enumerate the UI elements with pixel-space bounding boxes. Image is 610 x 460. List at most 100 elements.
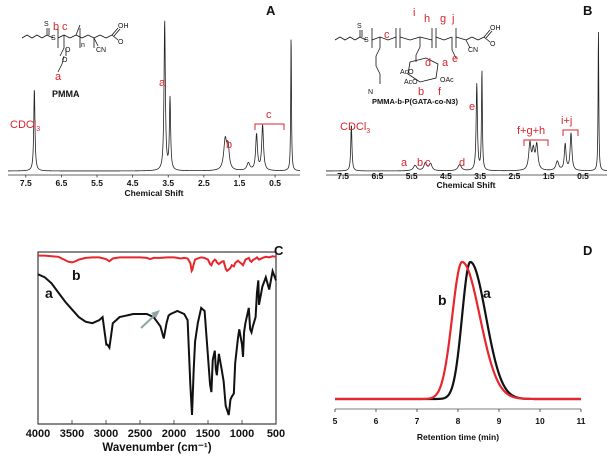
panel-a-peak-label-a: a [159, 77, 166, 89]
x-tick-label: 6 [374, 416, 379, 426]
panel-b-struct-label-d: d [425, 57, 431, 69]
panel-c-series-label-b: b [72, 267, 81, 283]
panel-b-struct-label-c: c [384, 29, 390, 41]
panel-b-cdcl3-label: CDCl3 [340, 121, 370, 135]
svg-text:S: S [51, 35, 56, 42]
panel-b-peak-label-b: b [417, 157, 423, 169]
panel-b-peak-label-fgh: f+g+h [517, 125, 545, 137]
panel-c-series-b-line [38, 254, 277, 274]
panel-a-struct-label-c: c [62, 21, 68, 33]
svg-text:AcO: AcO [400, 69, 414, 76]
panel-b-structure [334, 28, 493, 84]
panel-b-struct-label-g: g [440, 13, 446, 25]
panel-a-structure-name: PMMA [52, 89, 80, 99]
panel-c-series-label-a: a [45, 285, 53, 301]
x-tick-label: 2.5 [509, 171, 521, 181]
panel-a-peak-label-c: c [266, 109, 272, 121]
panel-d-series-a-line [335, 260, 581, 401]
x-tick-label: 7.5 [20, 178, 32, 188]
x-tick-label: 7.5 [337, 171, 349, 181]
panel-b-struct-label-b: b [418, 86, 424, 98]
panel-b-peak-label-a: a [401, 157, 408, 169]
x-tick-label: 4000 [26, 428, 50, 440]
panel-a-struct-label-a: a [55, 71, 62, 83]
x-tick-label: 0.5 [269, 178, 281, 188]
panel-b-structure-name: PMMA-b-P(GATA-co-N3) [372, 97, 458, 106]
svg-text:AcO: AcO [404, 79, 418, 86]
panel-b-struct-label-f: f [438, 86, 442, 98]
panel-c-arrow [140, 310, 160, 329]
svg-text:CN: CN [468, 47, 478, 54]
x-tick-label: 2000 [162, 428, 186, 440]
panel-a: A [8, 3, 301, 198]
x-tick-label: 11 [577, 416, 586, 426]
panel-b-label: B [583, 3, 592, 18]
panel-a-label: A [266, 3, 276, 18]
panel-d-series-label-b: b [438, 292, 447, 308]
panel-b-peak-label-e: e [469, 101, 475, 113]
svg-text:O: O [490, 41, 496, 48]
x-tick-label: 5.5 [91, 178, 103, 188]
x-tick-label: 7 [415, 416, 420, 426]
x-tick-label: 500 [267, 428, 285, 440]
panel-a-bracket-c [254, 123, 285, 130]
panel-c-label: C [274, 243, 284, 258]
x-tick-label: 1500 [196, 428, 220, 440]
x-tick-label: 6.5 [56, 178, 68, 188]
x-tick-label: 2500 [128, 428, 152, 440]
panel-b-struct-label-e: e [452, 53, 458, 65]
x-tick-label: 4.5 [440, 171, 452, 181]
panel-a-spectrum [8, 20, 301, 172]
panel-d-ticks: 5 6 7 8 9 10 11 [333, 409, 586, 426]
panel-d-series-label-a: a [483, 285, 491, 301]
x-tick-label: 4.5 [127, 178, 139, 188]
x-tick-label: 5 [333, 416, 338, 426]
panel-c-series-a-line [37, 267, 277, 416]
panel-b-peak-label-d: d [459, 157, 465, 169]
x-tick-label: 5.5 [406, 171, 418, 181]
svg-text:S: S [357, 23, 362, 30]
svg-text:OAc: OAc [440, 77, 454, 84]
svg-text:S: S [364, 37, 369, 44]
panel-a-ticks: 7.5 6.5 5.5 4.5 3.5 2.5 1.5 0.5 [20, 175, 281, 188]
panel-c-ticks: 4000 3500 3000 2500 2000 1500 1000 500 [26, 420, 285, 440]
svg-text:CN: CN [96, 47, 106, 54]
panel-b-struct-label-a: a [442, 57, 449, 69]
panel-b-ticks: 7.5 6.5 5.5 4.5 3.5 2.5 1.5 0.5 [337, 171, 589, 181]
panel-c: C 4000 3500 3000 2500 2000 1500 1000 500 Wavenu… [26, 243, 285, 454]
svg-text:O: O [62, 57, 68, 64]
panel-b-bracket-fgh [523, 139, 549, 146]
panel-b-struct-label-i: i [413, 7, 415, 19]
panel-d-series-b-line [335, 260, 581, 401]
svg-text:S: S [44, 21, 49, 28]
panel-d: D 5 6 7 8 9 10 11 Retention time (min) b a [333, 243, 593, 442]
x-tick-label: 1000 [230, 428, 254, 440]
panel-b-spectrum [326, 31, 608, 172]
panel-a-structure [21, 24, 121, 73]
panel-b-bracket-ij [562, 129, 579, 136]
x-tick-label: 1.5 [543, 171, 555, 181]
panel-b-peak-label-ij: i+j [561, 115, 572, 127]
panel-a-struct-label-b: b [53, 21, 59, 33]
x-tick-label: 10 [535, 416, 545, 426]
panel-c-x-axis-label: Wavenumber (cm⁻¹) [102, 442, 211, 454]
svg-text:n: n [81, 42, 85, 49]
x-tick-label: 3000 [94, 428, 118, 440]
svg-text:OH: OH [490, 25, 501, 32]
x-tick-label: 3.5 [162, 178, 174, 188]
x-tick-label: 6.5 [371, 171, 383, 181]
svg-text:N: N [368, 89, 373, 96]
svg-text:O: O [118, 39, 124, 46]
svg-text:OH: OH [118, 23, 129, 30]
x-tick-label: 3.5 [474, 171, 486, 181]
panel-b-struct-label-h: h [424, 13, 430, 25]
panel-b: B [326, 3, 608, 190]
x-tick-label: 8 [456, 416, 461, 426]
x-tick-label: 1.5 [234, 178, 246, 188]
panel-a-cdcl3-label: CDCl3 [10, 119, 40, 133]
x-tick-label: 0.5 [577, 171, 589, 181]
panel-a-peak-label-b: b [226, 139, 232, 151]
x-tick-label: 3500 [60, 428, 84, 440]
x-tick-label: 2.5 [198, 178, 210, 188]
panel-b-peak-label-c: c [425, 157, 431, 169]
